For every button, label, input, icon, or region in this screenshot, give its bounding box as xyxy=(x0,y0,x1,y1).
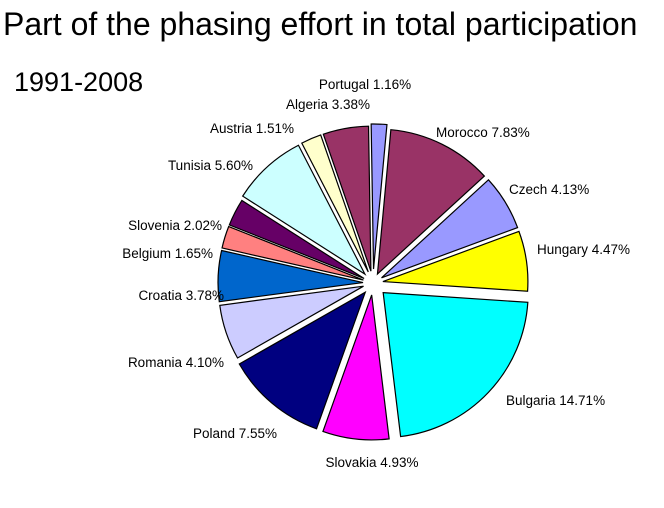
slice-label: Austria 1.51% xyxy=(210,121,294,136)
pie-slice xyxy=(300,134,369,273)
slice-label: Tunisia 5.60% xyxy=(168,158,253,173)
pie-slice xyxy=(322,294,390,441)
slice-label: Czech 4.13% xyxy=(509,182,589,197)
pie-slice xyxy=(241,144,367,276)
chart-title: Part of the phasing effort in total part… xyxy=(3,6,638,42)
pie-slice xyxy=(376,129,486,276)
slice-label: Hungary 4.47% xyxy=(537,242,630,257)
slice-label: Poland 7.55% xyxy=(193,426,277,441)
pie-slice xyxy=(238,290,367,430)
slice-label: Romania 4.10% xyxy=(128,355,224,370)
pie-slice xyxy=(382,291,529,438)
pie-slice xyxy=(219,285,364,359)
chart-subtitle: 1991-2008 xyxy=(14,67,144,97)
pie-slice xyxy=(221,225,364,281)
slice-label: Slovenia 2.02% xyxy=(128,218,222,233)
pie-slice xyxy=(217,249,364,303)
pie-slice xyxy=(228,199,365,280)
pie-slice xyxy=(381,178,519,279)
slice-label: Bulgaria 14.71% xyxy=(506,393,605,408)
pie-slice xyxy=(382,230,529,292)
slice-label: Portugal 1.16% xyxy=(319,77,411,92)
slice-label: Algeria 3.38% xyxy=(286,97,370,112)
slice-label: Slovakia 4.93% xyxy=(325,455,418,470)
pie-slice xyxy=(370,123,388,270)
slice-label: Croatia 3.78% xyxy=(138,288,224,303)
pie-slice xyxy=(322,125,372,272)
slice-label: Morocco 7.83% xyxy=(436,125,530,140)
slice-label: Belgium 1.65% xyxy=(122,246,213,261)
